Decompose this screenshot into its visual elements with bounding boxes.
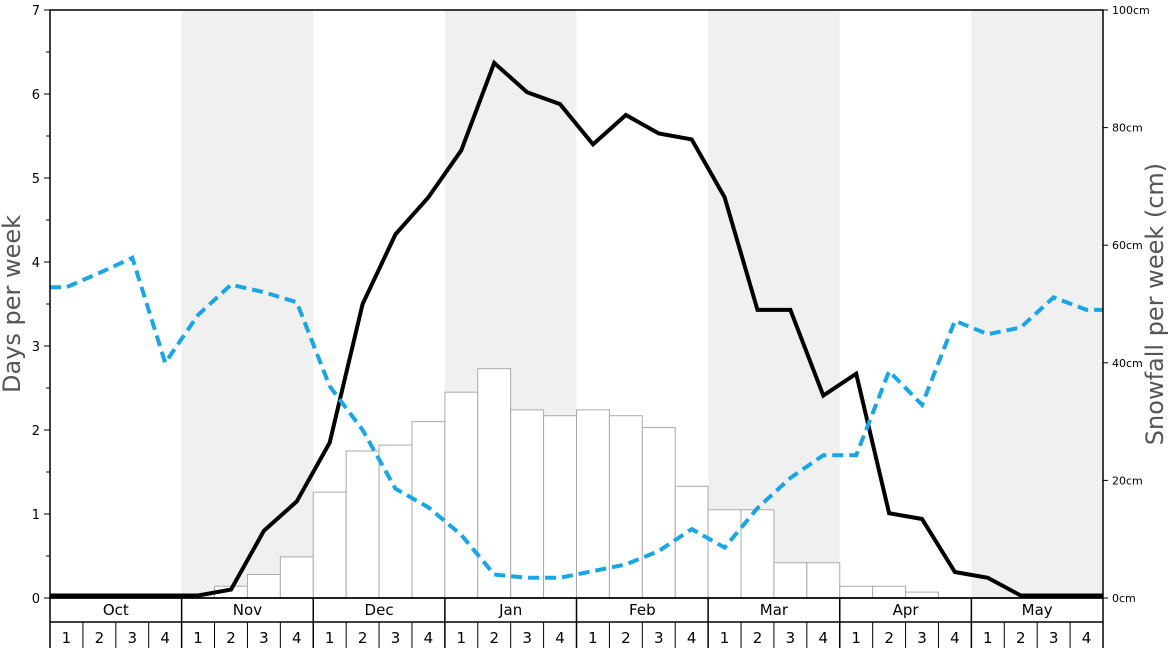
week-label: 1 xyxy=(983,629,993,647)
snowfall-bar xyxy=(740,509,775,599)
week-label: 3 xyxy=(1049,629,1059,647)
week-label: 2 xyxy=(226,629,236,647)
month-bands xyxy=(181,10,1103,598)
week-label: 2 xyxy=(884,629,894,647)
left-axis-title: Days per week xyxy=(0,215,26,393)
month-label-oct: Oct xyxy=(103,601,129,619)
week-label: 4 xyxy=(424,629,434,647)
right-tick-label: 60cm xyxy=(1112,239,1143,252)
week-label: 4 xyxy=(687,629,697,647)
snowfall-bar xyxy=(312,491,347,599)
dashed-series-line xyxy=(50,255,1103,580)
week-label-row: 1 2 3 4 1 2 3 4 1 2 3 4 1 2 3 4 1 2 3 4 1 2 3 4 1 2 3 4 1 2 3 4 xyxy=(62,622,1092,648)
week-label: 3 xyxy=(522,629,532,647)
week-label: 1 xyxy=(62,629,72,647)
snowfall-bar xyxy=(608,415,643,599)
left-tick-label: 7 xyxy=(32,4,40,19)
month-label-dec: Dec xyxy=(365,601,394,619)
week-label: 4 xyxy=(555,629,565,647)
week-label: 2 xyxy=(358,629,368,647)
week-label: 3 xyxy=(786,629,796,647)
shaded-band-mar xyxy=(708,10,840,598)
snowfall-bar xyxy=(806,562,841,599)
left-tick-label: 2 xyxy=(32,424,40,439)
snowfall-bar xyxy=(444,391,479,599)
snowfall-bar xyxy=(576,409,610,599)
left-tick-label: 3 xyxy=(32,340,40,355)
snowfall-bar xyxy=(773,562,808,599)
snowfall-bar xyxy=(510,409,545,599)
shaded-band-may xyxy=(971,10,1103,598)
week-label: 3 xyxy=(127,629,137,647)
right-tick-label: 40cm xyxy=(1112,357,1143,370)
week-label: 3 xyxy=(259,629,269,647)
week-label: 2 xyxy=(95,629,105,647)
left-tick-label: 1 xyxy=(32,508,40,523)
right-axis-title: Snowfall per week (cm) xyxy=(1141,163,1168,445)
week-label: 2 xyxy=(1016,629,1026,647)
left-axis: 0 1 2 3 4 5 6 7 xyxy=(32,4,50,607)
axis-titles: Days per week Snowfall per week (cm) xyxy=(0,163,1168,445)
week-label: 1 xyxy=(193,629,203,647)
week-label: 4 xyxy=(160,629,170,647)
month-label-jan: Jan xyxy=(498,601,522,619)
snowfall-bar xyxy=(378,444,413,599)
left-tick-label: 5 xyxy=(32,172,40,187)
week-label: 1 xyxy=(588,629,598,647)
snowfall-bar xyxy=(279,556,314,599)
right-axis: 0cm 20cm 40cm 60cm 80cm 100cm xyxy=(1103,4,1150,605)
week-label: 3 xyxy=(654,629,664,647)
week-label: 3 xyxy=(391,629,401,647)
snowfall-bar xyxy=(543,415,577,599)
snowfall-bar xyxy=(707,509,742,599)
week-label: 4 xyxy=(819,629,829,647)
week-label: 4 xyxy=(292,629,302,647)
week-label: 2 xyxy=(753,629,763,647)
snowfall-bar xyxy=(674,485,709,599)
month-label-may: May xyxy=(1022,601,1053,619)
week-label: 1 xyxy=(457,629,467,647)
shaded-band-nov xyxy=(181,10,314,598)
snowfall-bar xyxy=(839,585,874,599)
week-label: 1 xyxy=(325,629,335,647)
snowfall-bar xyxy=(872,585,907,599)
month-label-mar: Mar xyxy=(760,601,789,619)
snowfall-bars xyxy=(214,368,939,599)
week-label: 1 xyxy=(720,629,730,647)
snowfall-bar xyxy=(905,591,939,599)
series-lines xyxy=(50,59,1103,598)
week-label: 4 xyxy=(1082,629,1092,647)
right-tick-label: 20cm xyxy=(1112,474,1143,487)
month-label-nov: Nov xyxy=(233,601,262,619)
week-label: 2 xyxy=(621,629,631,647)
right-tick-label: 100cm xyxy=(1112,4,1150,17)
week-label: 1 xyxy=(851,629,861,647)
solid-series-line xyxy=(50,59,1103,598)
snowfall-bar xyxy=(641,426,676,599)
left-tick-label: 4 xyxy=(32,256,40,271)
month-label-row: Oct Nov Dec Jan Feb Mar Apr May xyxy=(49,597,1104,648)
week-label: 4 xyxy=(950,629,960,647)
week-label: 3 xyxy=(917,629,927,647)
month-label-feb: Feb xyxy=(629,601,656,619)
right-tick-label: 0cm xyxy=(1112,592,1136,605)
snowfall-bar xyxy=(246,573,281,599)
right-tick-label: 80cm xyxy=(1112,122,1143,135)
left-tick-label: 0 xyxy=(32,592,40,607)
snowfall-bar xyxy=(345,450,380,599)
left-tick-label: 6 xyxy=(32,88,40,103)
month-label-apr: Apr xyxy=(893,601,920,619)
week-label: 2 xyxy=(489,629,499,647)
